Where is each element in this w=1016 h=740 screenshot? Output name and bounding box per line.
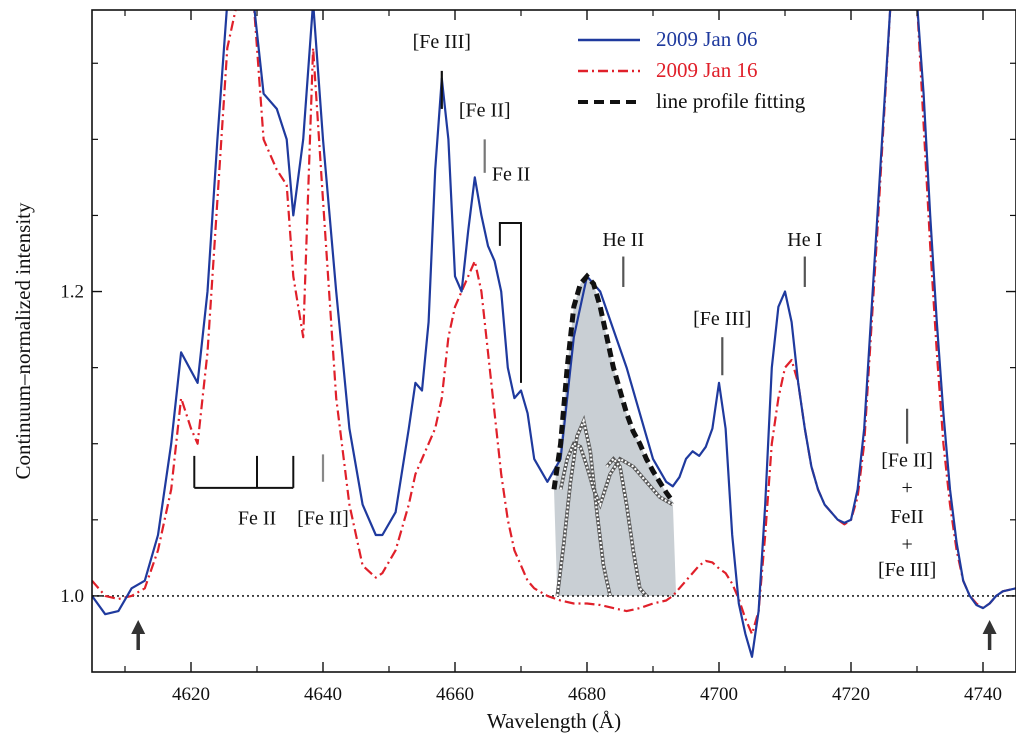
line-label-12: [Fe III]: [878, 559, 936, 581]
line-label-5: [Fe III]: [693, 308, 751, 330]
series-jan06-line: [92, 10, 1016, 658]
line-label-6: Fe II: [238, 507, 276, 529]
y-tick-label: 1.2: [60, 282, 84, 303]
fit-component-2: [559, 442, 674, 508]
fe-ii-bracket-upper: [498, 222, 522, 383]
y-tick-label: 1.0: [60, 586, 84, 607]
plot-frame: [91, 9, 1016, 673]
legend-label-0: 2009 Jan 06: [656, 27, 758, 51]
legend-label-1: 2009 Jan 16: [656, 58, 758, 82]
y-axis-label: Continuum–normalized intensity: [11, 202, 35, 480]
line-label-11: +: [901, 533, 912, 555]
fit-shaded-region: [554, 276, 677, 596]
arrow-up-icon: [982, 620, 997, 634]
series-jan16-line: [92, 10, 1016, 636]
arrow-up-icon: [131, 620, 146, 634]
line-label-0: [Fe III]: [413, 31, 471, 53]
line-label-4: He I: [787, 229, 822, 251]
x-tick-label: 4720: [832, 684, 870, 705]
line-label-3: He II: [602, 229, 644, 251]
line-label-9: +: [901, 477, 912, 499]
x-axis-label: Wavelength (Å): [487, 709, 621, 733]
fit-component-1: [556, 417, 612, 597]
x-tick-label: 4660: [436, 684, 474, 705]
x-tick-label: 4680: [568, 684, 606, 705]
x-tick-label: 4620: [172, 684, 210, 705]
legend-label-2: line profile fitting: [656, 89, 806, 113]
x-tick-label: 4640: [304, 684, 342, 705]
x-tick-label: 4700: [700, 684, 738, 705]
line-label-8: [Fe II]: [881, 450, 933, 472]
line-label-2: Fe II: [492, 163, 530, 185]
line-label-7: [Fe II]: [297, 507, 349, 529]
x-tick-label: 4740: [964, 684, 1002, 705]
fit-component-shadow: [605, 456, 648, 598]
series-fit-line: [551, 272, 675, 504]
line-label-1: [Fe II]: [459, 100, 511, 122]
line-label-10: FeII: [890, 506, 923, 528]
